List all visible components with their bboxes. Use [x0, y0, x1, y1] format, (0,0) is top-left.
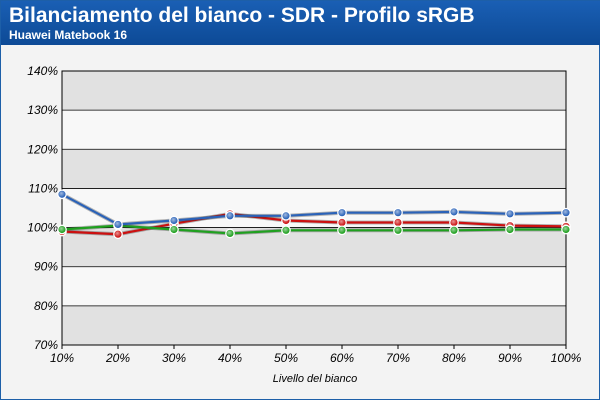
- y-axis: 70% 80% 90% 100% 110% 120% 130% 140%: [27, 64, 58, 352]
- data-point-shine: [338, 227, 346, 234]
- series-line-red: [61, 212, 567, 236]
- y-tick-label: 130%: [27, 103, 58, 117]
- y-tick-label: 80%: [34, 299, 58, 313]
- x-tick-label: 40%: [218, 351, 242, 365]
- series-layer: [57, 189, 571, 240]
- y-tick-label: 140%: [27, 64, 58, 78]
- y-tick-label: 90%: [34, 260, 58, 274]
- grid-band: [62, 266, 566, 306]
- plot-area: [61, 70, 567, 346]
- data-point-shine: [170, 217, 178, 224]
- data-point-shine: [114, 231, 122, 238]
- grid-band: [62, 227, 566, 267]
- data-point-shine: [506, 226, 514, 233]
- x-tick-label: 20%: [105, 351, 130, 365]
- data-point-shine: [114, 221, 122, 228]
- x-axis-label: Livello del bianco: [273, 373, 357, 385]
- data-point-shine: [58, 226, 66, 233]
- data-point-shine: [282, 212, 290, 220]
- y-tick-label: 120%: [27, 142, 58, 156]
- x-tick-label: 60%: [330, 351, 354, 365]
- data-point-shine: [450, 227, 458, 234]
- data-point-shine: [562, 209, 570, 216]
- data-point-shine: [170, 226, 178, 233]
- series-line-blue: [61, 193, 567, 226]
- data-point-shine: [226, 230, 234, 237]
- data-point-shine: [282, 227, 290, 234]
- series-blue: [57, 189, 571, 230]
- y-tick-label: 100%: [27, 221, 58, 235]
- data-point-shine: [394, 219, 402, 226]
- grid-band: [62, 305, 566, 345]
- x-tick-label: 30%: [162, 351, 186, 365]
- series-green: [57, 220, 571, 239]
- x-tick-label: 10%: [50, 351, 74, 365]
- y-tick-label: 110%: [28, 181, 58, 195]
- data-point-shine: [394, 227, 402, 234]
- data-point-shine: [58, 191, 66, 198]
- data-point-shine: [562, 226, 570, 233]
- data-point-shine: [226, 212, 234, 220]
- series-line-green: [61, 224, 566, 235]
- x-tick-label: 50%: [274, 351, 298, 365]
- y-tick-label: 70%: [34, 338, 58, 352]
- chart-header: Bilanciamento del bianco - SDR - Profilo…: [1, 1, 600, 45]
- grid-band: [62, 149, 566, 189]
- data-point-shine: [394, 209, 402, 216]
- data-point-shine: [338, 209, 346, 216]
- x-axis: 10% 20% 30% 40% 50% 60% 70% 80% 90% 100%: [50, 345, 582, 365]
- chart-subtitle: Huawei Matebook 16: [9, 28, 128, 42]
- x-tick-label: 70%: [386, 351, 410, 365]
- grid-band: [62, 110, 566, 150]
- x-tick-label: 100%: [551, 351, 582, 365]
- x-tick-label: 90%: [498, 351, 522, 365]
- x-tick-label: 80%: [442, 351, 466, 365]
- data-point-shine: [450, 208, 458, 216]
- grid-band: [62, 71, 566, 111]
- data-point-shine: [450, 219, 458, 226]
- data-point-shine: [338, 219, 346, 226]
- data-point-shine: [506, 210, 514, 218]
- chart-title: Bilanciamento del bianco - SDR - Profilo…: [9, 4, 475, 27]
